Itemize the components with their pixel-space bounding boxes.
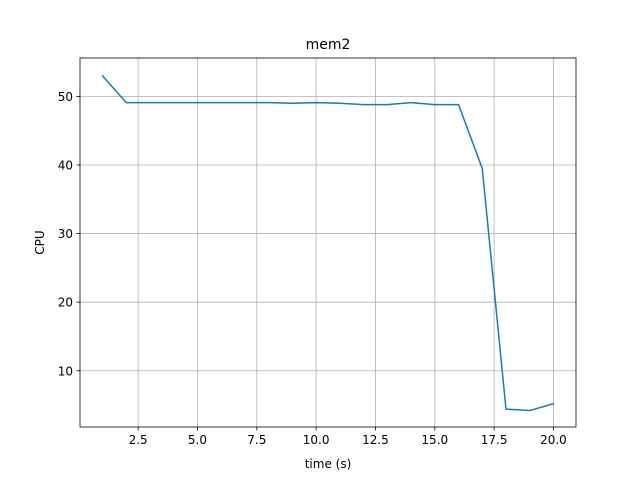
x-tick-label: 10.0 bbox=[303, 433, 330, 447]
y-tick-label: 20 bbox=[58, 296, 73, 310]
x-tick-label: 17.5 bbox=[481, 433, 508, 447]
y-tick-label: 40 bbox=[58, 158, 73, 172]
plot-area-frame bbox=[79, 57, 577, 428]
x-tick-label: 2.5 bbox=[129, 433, 148, 447]
x-tick-label: 12.5 bbox=[362, 433, 389, 447]
y-tick-label: 50 bbox=[58, 90, 73, 104]
chart-title: mem2 bbox=[306, 37, 351, 53]
series-line bbox=[101, 74, 555, 412]
axis-ticks: 2.5 5.0 7.5 10.0 12.5 15.0 17.5 20.0 10 20 30 40 50 bbox=[58, 90, 567, 447]
y-tick-label: 10 bbox=[58, 364, 73, 378]
x-axis-label: time (s) bbox=[305, 457, 352, 471]
x-tick-label: 5.0 bbox=[188, 433, 207, 447]
grid-lines bbox=[80, 58, 576, 427]
x-tick-label: 20.0 bbox=[540, 433, 567, 447]
y-axis-label: CPU bbox=[33, 230, 47, 254]
x-tick-label: 7.5 bbox=[247, 433, 266, 447]
y-tick-label: 30 bbox=[58, 227, 73, 241]
series-layer bbox=[101, 74, 555, 412]
x-tick-label: 15.0 bbox=[421, 433, 448, 447]
